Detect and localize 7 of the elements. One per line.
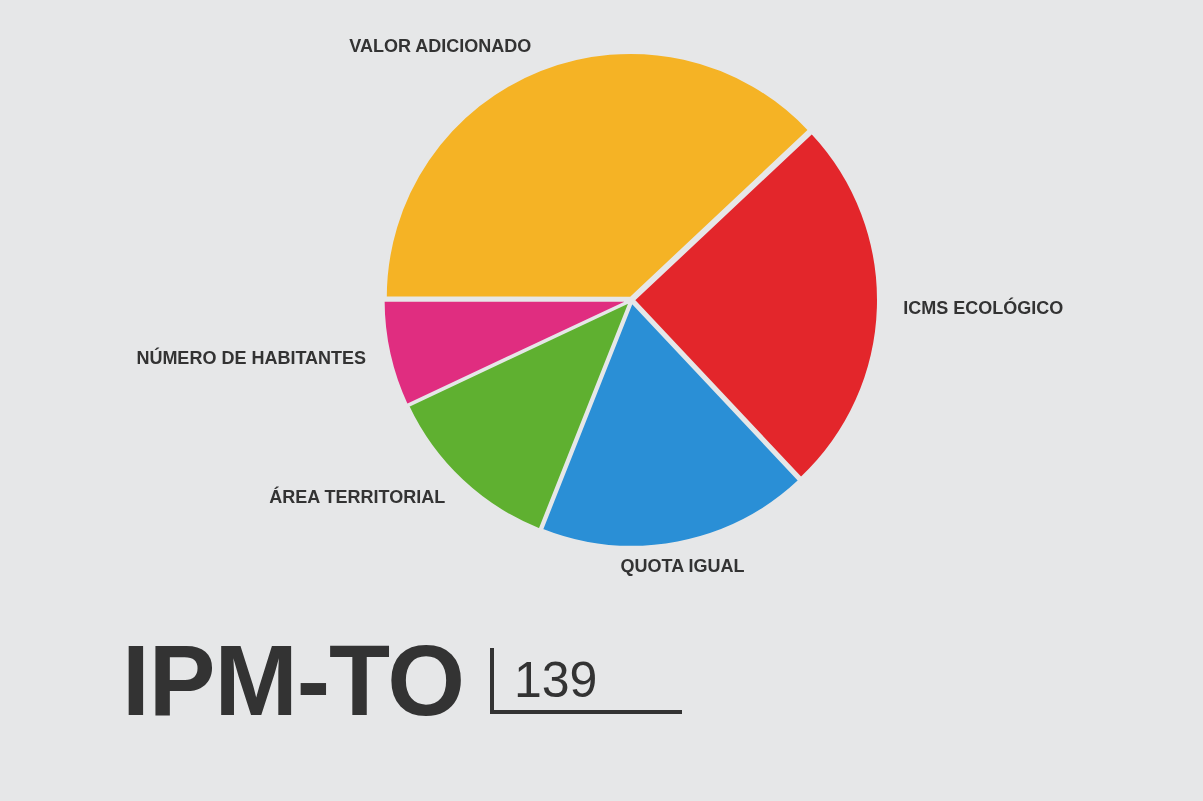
text: 139	[514, 652, 598, 708]
text: IPM-TO	[122, 624, 465, 736]
slice-label: QUOTA IGUAL	[620, 556, 745, 577]
slice-label: ÁREA TERRITORIAL	[269, 486, 446, 508]
slice-label: NÚMERO DE HABITANTES	[136, 347, 367, 369]
slice-label: ICMS ECOLÓGICO	[903, 296, 1064, 318]
slice-label: VALOR ADICIONADO	[349, 36, 532, 57]
